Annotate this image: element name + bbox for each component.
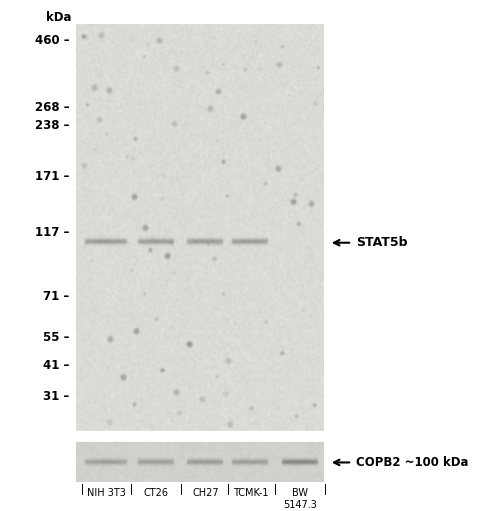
Text: 117 –: 117 – <box>35 226 69 239</box>
Text: 268 –: 268 – <box>35 101 69 114</box>
Text: 171 –: 171 – <box>35 170 69 183</box>
Text: 41 –: 41 – <box>43 359 69 372</box>
Text: BW
5147.3: BW 5147.3 <box>283 488 317 509</box>
Text: COPB2 ~100 kDa: COPB2 ~100 kDa <box>356 456 468 469</box>
Text: 31 –: 31 – <box>43 389 69 403</box>
Text: 460 –: 460 – <box>35 34 69 48</box>
Text: 238 –: 238 – <box>35 119 69 132</box>
Text: 71 –: 71 – <box>43 290 69 303</box>
Text: kDa: kDa <box>47 11 72 25</box>
Text: NIH 3T3: NIH 3T3 <box>87 488 126 498</box>
Text: CT26: CT26 <box>144 488 169 498</box>
Text: CH27: CH27 <box>192 488 219 498</box>
Text: TCMK-1: TCMK-1 <box>233 488 268 498</box>
Bar <box>77 442 325 483</box>
Text: 55 –: 55 – <box>43 331 69 344</box>
Bar <box>77 26 325 432</box>
Text: STAT5b: STAT5b <box>356 236 407 249</box>
